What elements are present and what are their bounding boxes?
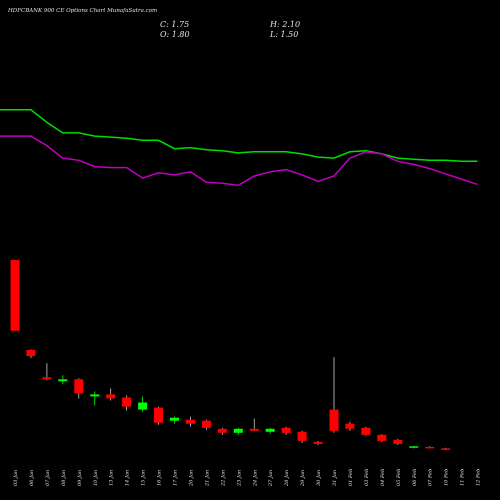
x-tick-label: 05 Feb <box>396 469 402 486</box>
x-tick-label: 20 Jan <box>188 470 194 487</box>
x-tick-label: 03 Jan <box>13 470 19 486</box>
x-tick-label: 22 Jan <box>220 470 226 487</box>
candle-body <box>217 428 227 433</box>
chart-title: HDFCBANK 900 CE Options Chart MunafaSutr… <box>8 8 158 14</box>
candle-body <box>74 379 84 394</box>
x-tick-label: 31 Jan <box>332 470 338 486</box>
x-tick-label: 07 Feb <box>428 469 434 486</box>
green-indicator-line <box>0 109 478 163</box>
x-tick-label: 28 Jan <box>284 470 290 487</box>
candle-body <box>154 407 163 423</box>
candle-body <box>42 377 52 380</box>
candle-body <box>393 439 403 444</box>
candle-body <box>170 417 179 421</box>
x-tick-label: 06 Feb <box>412 469 418 486</box>
candle-body <box>185 419 195 424</box>
high-label: H: 2.10 <box>270 20 301 29</box>
x-tick-label: 03 Feb <box>364 469 370 486</box>
x-tick-label: 10 Feb <box>444 469 450 486</box>
x-tick-label: 14 Jan <box>125 470 131 486</box>
low-label: L: 1.50 <box>270 30 299 39</box>
candle-body <box>201 420 211 428</box>
x-tick-label: 21 Jan <box>204 470 210 487</box>
x-tick-label: 17 Jan <box>173 470 179 486</box>
candle-body <box>345 423 355 429</box>
candle-body <box>361 427 371 435</box>
x-tick-label: 01 Feb <box>348 469 354 486</box>
candle-body <box>122 397 132 407</box>
x-tick-label: 15 Jan <box>141 470 147 486</box>
x-tick-label: 16 Jan <box>157 470 163 486</box>
candle-body <box>26 350 36 357</box>
candle-body <box>409 446 419 448</box>
x-tick-label: 27 Jan <box>268 470 274 487</box>
candle-body <box>233 428 243 433</box>
candle-body <box>281 427 291 433</box>
x-tick-label: 24 Jan <box>252 470 258 487</box>
x-tick-label: 08 Jan <box>61 470 67 486</box>
x-tick-label: 10 Jan <box>93 470 99 486</box>
x-tick-label: 09 Jan <box>77 470 83 486</box>
x-tick-label: 07 Jan <box>45 470 51 486</box>
candle-body <box>10 260 20 331</box>
close-label: C: 1.75 <box>160 20 190 29</box>
candle-body <box>106 394 116 399</box>
magenta-indicator-line <box>0 135 478 187</box>
x-tick-label: 13 Jan <box>109 470 115 486</box>
candle-body <box>58 379 68 382</box>
x-tick-label: 04 Feb <box>380 469 386 486</box>
candle-body <box>138 402 148 410</box>
x-tick-label: 29 Jan <box>300 470 306 487</box>
x-tick-label: 23 Jan <box>236 470 242 487</box>
candle-body <box>313 441 323 444</box>
open-label: O: 1.80 <box>160 30 190 39</box>
candle-body <box>90 394 100 397</box>
candle-body <box>249 428 259 431</box>
x-tick-label: 30 Jan <box>316 470 322 486</box>
candle-body <box>441 448 451 450</box>
x-tick-label: 06 Jan <box>29 470 35 486</box>
candle-body <box>329 409 339 431</box>
x-tick-label: 11 Feb <box>460 469 466 486</box>
candle-body <box>425 446 435 449</box>
candle-body <box>265 428 275 432</box>
x-tick-label: 12 Feb <box>476 469 482 486</box>
candle-body <box>377 434 387 441</box>
candle-body <box>297 431 307 441</box>
